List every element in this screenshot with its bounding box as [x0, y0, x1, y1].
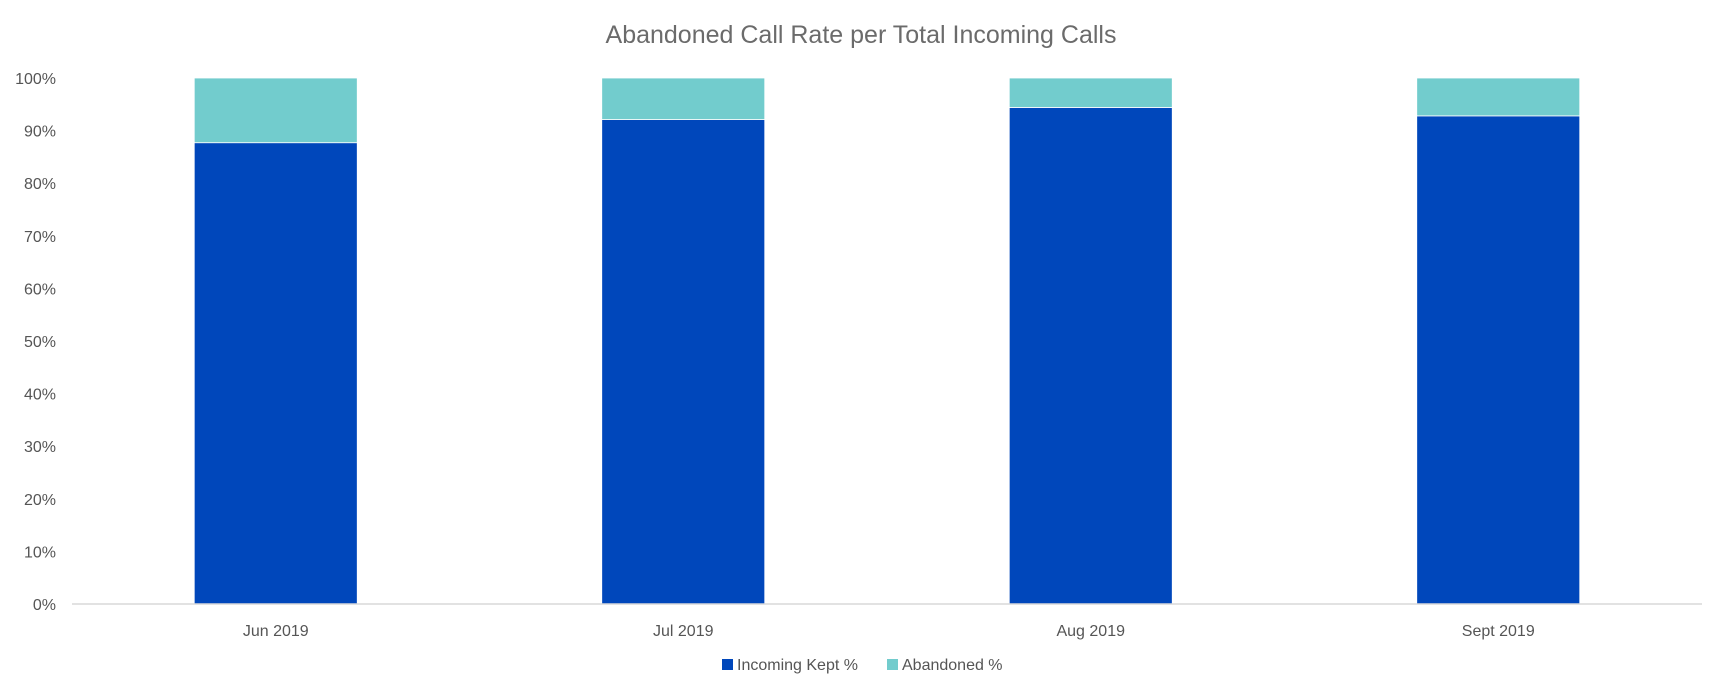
bar-segment-incoming-kept [601, 119, 766, 605]
bar-segment-abandoned [601, 77, 766, 120]
y-tick-label: 30% [24, 439, 56, 456]
legend-label: Abandoned % [902, 657, 1003, 674]
x-tick-label: Sept 2019 [1462, 623, 1535, 640]
bar-segment-incoming-kept [193, 142, 358, 605]
y-axis-tick-labels: 0% 10% 20% 30% 40% 50% 60% 70% 80% 90% 100% [15, 71, 56, 614]
bar-segment-abandoned [1008, 77, 1173, 108]
y-tick-label: 0% [33, 597, 56, 614]
y-tick-label: 60% [24, 281, 56, 298]
bar-segment-incoming-kept [1416, 115, 1581, 605]
legend-swatch [722, 659, 733, 670]
bar-segment-abandoned [1416, 77, 1581, 117]
x-tick-label: Aug 2019 [1056, 623, 1125, 640]
x-tick-label: Jul 2019 [653, 623, 714, 640]
x-axis-tick-labels: Jun 2019 Jul 2019 Aug 2019 Sept 2019 [243, 623, 1535, 640]
bar-segment-abandoned [193, 77, 358, 144]
y-tick-label: 20% [24, 492, 56, 509]
x-tick-label: Jun 2019 [243, 623, 309, 640]
y-tick-label: 100% [15, 71, 56, 88]
bar-series-group [193, 77, 1581, 605]
y-tick-label: 10% [24, 544, 56, 561]
chart-title: Abandoned Call Rate per Total Incoming C… [606, 21, 1117, 49]
bar-segment-incoming-kept [1008, 107, 1173, 605]
y-tick-label: 40% [24, 387, 56, 404]
legend-swatch [887, 659, 898, 670]
y-tick-label: 70% [24, 229, 56, 246]
y-tick-label: 80% [24, 176, 56, 193]
legend-label: Incoming Kept % [737, 657, 858, 674]
legend: Incoming Kept % Abandoned % [722, 657, 1003, 674]
y-tick-label: 90% [24, 124, 56, 141]
y-tick-label: 50% [24, 334, 56, 351]
